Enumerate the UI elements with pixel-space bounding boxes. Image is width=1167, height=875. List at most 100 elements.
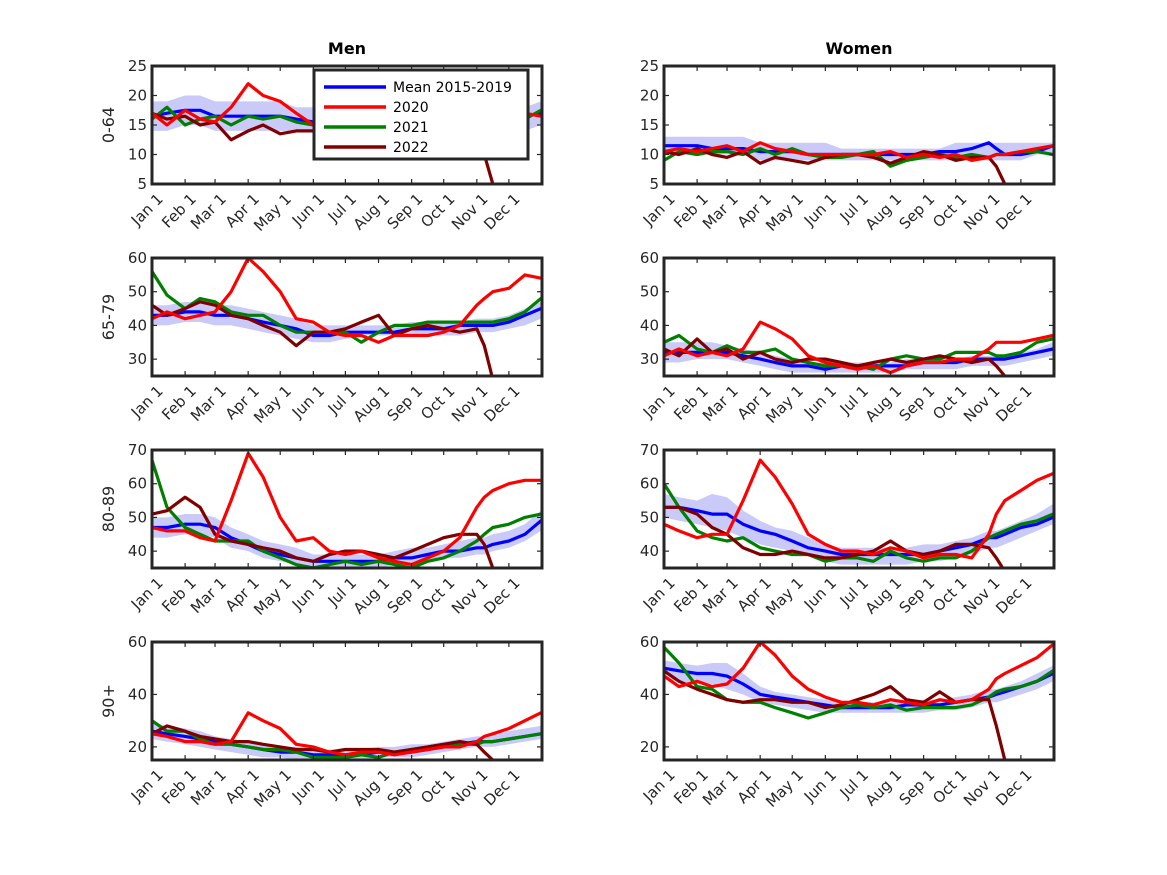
y-tick-label: 70	[640, 441, 659, 459]
row-label: 90+	[99, 684, 118, 718]
y-tick-label: 20	[128, 87, 147, 105]
x-tick-label: Jan 1	[639, 574, 679, 614]
legend-label: 2021	[393, 120, 429, 136]
y-tick-label: 40	[128, 685, 147, 703]
series-2022	[152, 495, 495, 568]
x-tick-label: Nov 1	[960, 574, 1004, 618]
legend-label: 2020	[393, 100, 429, 116]
y-tick-label: 60	[640, 475, 659, 493]
series-2021	[664, 482, 1054, 563]
x-tick-label: Jun 1	[800, 766, 840, 806]
series-2020	[664, 141, 1054, 162]
series-2020	[152, 258, 542, 344]
series-2020	[664, 458, 1054, 560]
series-mean-2015-2019	[152, 307, 542, 338]
y-tick-label: 40	[640, 542, 659, 560]
x-tick-label: Nov 1	[448, 574, 492, 618]
x-tick-label: Nov 1	[960, 766, 1004, 810]
series-2021	[152, 269, 542, 344]
x-tick-label: Aug 1	[862, 382, 906, 426]
x-tick-label: Nov 1	[960, 382, 1004, 426]
y-tick-label: 20	[640, 87, 659, 105]
y-tick-label: 40	[128, 542, 147, 560]
axes-box	[150, 640, 544, 762]
band-2015-2019	[152, 510, 541, 568]
y-tick-label: 25	[128, 57, 147, 75]
y-tick-label: 40	[640, 685, 659, 703]
y-tick-label: 10	[640, 146, 659, 164]
x-tick-label: Aug 1	[862, 766, 906, 810]
legend-box	[312, 68, 530, 161]
series-2020	[152, 451, 542, 567]
y-tick-label: 50	[640, 508, 659, 526]
x-tick-label: Sep 1	[384, 766, 427, 809]
axes-box	[662, 448, 1056, 570]
y-tick-label: 60	[640, 249, 659, 267]
x-tick-label: Sep 1	[896, 382, 939, 425]
series-mean-2015-2019	[664, 505, 1054, 557]
x-tick-label: Aug 1	[862, 190, 906, 234]
band-2015-2019	[152, 723, 541, 760]
y-tick-label: 20	[640, 738, 659, 756]
y-tick-label: 20	[128, 738, 147, 756]
x-tick-label: Jan 1	[127, 574, 167, 614]
x-tick-label: Sep 1	[896, 190, 939, 233]
y-tick-label: 60	[128, 249, 147, 267]
y-tick-label: 50	[128, 283, 147, 301]
y-tick-label: 15	[128, 116, 147, 134]
axes-box	[150, 256, 544, 378]
y-tick-label: 30	[128, 350, 147, 368]
x-tick-label: Aug 1	[350, 766, 394, 810]
x-tick-label: Jan 1	[127, 766, 167, 806]
y-tick-label: 70	[128, 441, 147, 459]
y-tick-label: 40	[640, 316, 659, 334]
x-tick-label: Jun 1	[288, 190, 328, 230]
plot-area	[664, 66, 1054, 184]
x-tick-label: Jan 1	[639, 766, 679, 806]
series-2020	[664, 642, 1054, 707]
y-tick-label: 15	[640, 116, 659, 134]
x-tick-label: Nov 1	[448, 382, 492, 426]
series-mean-2015-2019	[152, 519, 542, 563]
row-label: 0-64	[99, 107, 118, 143]
series-2020	[152, 711, 542, 757]
x-tick-label: Nov 1	[960, 190, 1004, 234]
legend: Mean 2015-2019 2020 2021 2022	[312, 68, 530, 161]
x-tick-label: Nov 1	[448, 766, 492, 810]
axes-box	[662, 256, 1056, 378]
y-tick-label: 60	[128, 475, 147, 493]
x-tick-label: Jun 1	[800, 382, 840, 422]
x-tick-label: Sep 1	[384, 574, 427, 617]
legend-label: Mean 2015-2019	[393, 80, 512, 96]
x-tick-label: Aug 1	[862, 574, 906, 618]
x-tick-label: Jun 1	[288, 382, 328, 422]
x-tick-label: Jun 1	[288, 574, 328, 614]
x-tick-label: Jun 1	[288, 766, 328, 806]
legend-label: 2022	[393, 140, 429, 156]
x-tick-label: Sep 1	[384, 382, 427, 425]
y-tick-label: 40	[128, 316, 147, 334]
x-tick-label: Jun 1	[800, 574, 840, 614]
x-tick-label: Dec 1	[480, 382, 523, 425]
axes-box	[150, 448, 544, 570]
x-tick-label: Jan 1	[127, 382, 167, 422]
x-tick-label: Sep 1	[896, 574, 939, 617]
x-tick-label: Dec 1	[992, 190, 1035, 233]
x-tick-label: Jan 1	[639, 190, 679, 230]
y-tick-label: 60	[640, 633, 659, 651]
row-label: 65-79	[99, 294, 118, 341]
x-tick-label: Dec 1	[480, 766, 523, 809]
x-tick-label: Jan 1	[127, 190, 167, 230]
y-tick-label: 25	[640, 57, 659, 75]
x-tick-label: Aug 1	[350, 382, 394, 426]
axes-box	[662, 640, 1056, 762]
y-tick-label: 10	[128, 146, 147, 164]
series-2022	[664, 505, 1005, 568]
